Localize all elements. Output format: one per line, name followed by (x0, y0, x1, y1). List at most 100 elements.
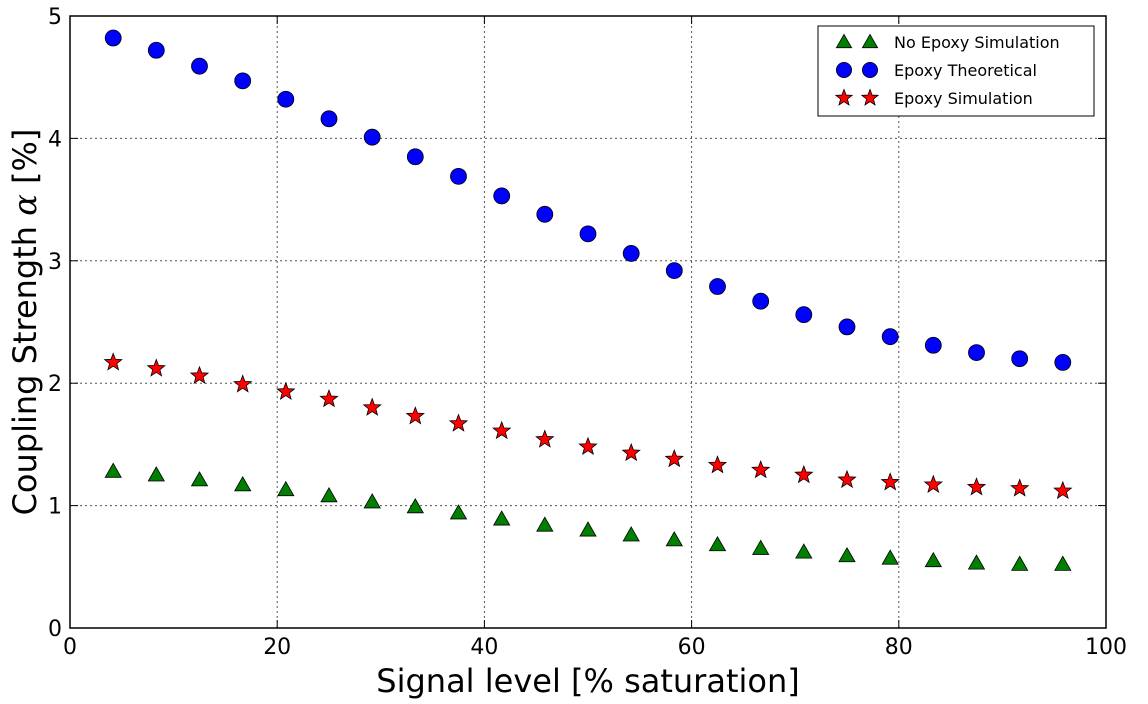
legend-marker-circle (836, 62, 853, 79)
data-point-star (621, 442, 641, 462)
x-axis-label: Signal level [% saturation] (376, 662, 799, 700)
data-points (103, 29, 1073, 571)
y-axis-label-unit: [%] (6, 129, 44, 195)
data-point-triangle (622, 526, 640, 542)
data-point-circle (579, 225, 597, 243)
legend-marker-star (860, 88, 880, 106)
series-star (103, 352, 1073, 500)
data-point-circle (450, 167, 467, 185)
legend-marker-triangle (835, 33, 853, 49)
legend-marker-circle (862, 62, 879, 79)
data-point-triangle (924, 551, 942, 568)
data-point-star (923, 474, 943, 493)
data-point-star (103, 352, 123, 371)
data-point-star (362, 397, 382, 416)
y-axis-label: Coupling Strength α [%] (6, 129, 44, 516)
data-point-triangle (1054, 555, 1072, 571)
series-circle (104, 29, 1072, 371)
data-point-circle (363, 128, 381, 146)
data-point-circle (1054, 353, 1072, 371)
data-point-circle (795, 306, 813, 324)
data-point-circle (406, 148, 424, 166)
data-point-star (405, 406, 425, 425)
legend-label: Epoxy Theoretical (894, 61, 1037, 80)
y-tick-label: 1 (48, 495, 62, 520)
data-point-star (751, 459, 771, 479)
data-point-triangle (881, 549, 899, 565)
y-axis-label-text: Coupling Strength (6, 216, 44, 516)
data-point-circle (234, 72, 252, 90)
data-point-star (492, 420, 512, 440)
y-tick-label: 5 (48, 5, 62, 30)
legend-marker-triangle (861, 33, 879, 49)
data-point-triangle (795, 543, 813, 559)
data-point-star (146, 358, 166, 377)
legend-label: No Epoxy Simulation (894, 33, 1060, 52)
data-point-circle (881, 328, 899, 346)
data-point-triangle (234, 475, 252, 492)
data-point-star (319, 388, 339, 408)
data-point-star (535, 429, 555, 448)
data-point-triangle (967, 554, 986, 570)
data-point-triangle (752, 539, 770, 555)
data-point-star (1010, 478, 1030, 497)
y-tick-label: 2 (48, 372, 62, 397)
data-point-circle (320, 110, 338, 128)
data-point-circle (622, 245, 640, 262)
data-point-circle (1011, 350, 1029, 368)
data-point-circle (665, 262, 683, 279)
y-tick-label: 4 (48, 127, 62, 152)
y-tick-label: 0 (48, 617, 62, 642)
data-point-star (1053, 480, 1073, 500)
data-point-star (233, 374, 253, 393)
legend-marker-star (834, 88, 854, 106)
data-point-circle (147, 41, 165, 59)
data-point-triangle (190, 471, 209, 487)
data-point-triangle (320, 487, 338, 503)
data-point-circle (536, 205, 554, 223)
data-point-triangle (1011, 555, 1029, 571)
data-point-circle (277, 90, 295, 108)
grid-lines (70, 16, 1106, 628)
data-point-star (578, 436, 598, 456)
series-triangle (104, 462, 1072, 571)
x-tick-label: 20 (263, 635, 291, 660)
data-point-triangle (277, 480, 295, 497)
data-point-circle (752, 292, 770, 310)
x-tick-label: 100 (1085, 635, 1127, 660)
data-point-triangle (104, 462, 122, 478)
tick-labels: 0 20 40 60 80 100 0 1 2 3 4 5 (48, 5, 1127, 660)
data-point-star (664, 448, 684, 468)
data-point-star (448, 413, 469, 432)
x-tick-label: 60 (678, 635, 706, 660)
x-tick-label: 40 (470, 635, 498, 660)
data-point-circle (191, 57, 208, 75)
data-point-circle (968, 344, 985, 362)
legend-label: Epoxy Simulation (894, 89, 1033, 108)
plot-frame (69, 15, 1107, 629)
data-point-circle (709, 278, 726, 295)
data-point-triangle (536, 516, 554, 532)
data-point-circle (838, 318, 856, 336)
data-point-star (880, 472, 900, 491)
data-point-triangle (147, 466, 165, 482)
data-point-triangle (406, 498, 424, 514)
data-point-star (794, 464, 814, 484)
data-point-star (189, 365, 210, 385)
data-point-triangle (708, 535, 727, 552)
data-point-circle (924, 336, 942, 354)
data-point-triangle (449, 504, 468, 520)
data-point-star (276, 381, 296, 400)
data-point-triangle (838, 546, 856, 563)
data-point-triangle (665, 531, 683, 547)
data-point-triangle (363, 493, 381, 509)
data-point-circle (104, 29, 122, 47)
y-tick-label: 3 (48, 250, 62, 275)
data-point-triangle (579, 521, 597, 537)
data-point-star (837, 469, 857, 489)
x-tick-label: 80 (885, 635, 913, 660)
data-point-triangle (493, 510, 511, 526)
data-point-star (966, 477, 987, 496)
